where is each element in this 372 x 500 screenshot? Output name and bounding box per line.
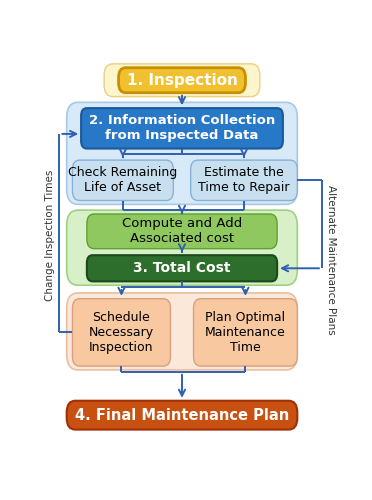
- Text: Alternate Maintenance Plans: Alternate Maintenance Plans: [326, 186, 336, 335]
- FancyBboxPatch shape: [87, 255, 277, 281]
- FancyBboxPatch shape: [67, 400, 297, 430]
- Text: 2. Information Collection
from Inspected Data: 2. Information Collection from Inspected…: [89, 114, 275, 142]
- FancyBboxPatch shape: [67, 293, 297, 370]
- Text: 1. Inspection: 1. Inspection: [126, 72, 237, 88]
- Text: Compute and Add
Associated cost: Compute and Add Associated cost: [122, 218, 242, 246]
- Text: 4. Final Maintenance Plan: 4. Final Maintenance Plan: [75, 408, 289, 422]
- FancyBboxPatch shape: [73, 160, 173, 200]
- FancyBboxPatch shape: [104, 64, 260, 96]
- FancyBboxPatch shape: [67, 210, 297, 285]
- FancyBboxPatch shape: [67, 102, 297, 204]
- FancyBboxPatch shape: [119, 68, 246, 92]
- FancyBboxPatch shape: [73, 298, 170, 366]
- FancyBboxPatch shape: [81, 108, 283, 148]
- Text: Plan Optimal
Maintenance
Time: Plan Optimal Maintenance Time: [205, 311, 286, 354]
- FancyBboxPatch shape: [193, 298, 297, 366]
- FancyBboxPatch shape: [191, 160, 297, 200]
- Text: Change Inspection Times: Change Inspection Times: [45, 170, 55, 301]
- FancyBboxPatch shape: [87, 214, 277, 248]
- Text: Estimate the
Time to Repair: Estimate the Time to Repair: [198, 166, 290, 194]
- Text: Schedule
Necessary
Inspection: Schedule Necessary Inspection: [89, 311, 154, 354]
- Text: 3. Total Cost: 3. Total Cost: [133, 262, 231, 276]
- Text: Check Remaining
Life of Asset: Check Remaining Life of Asset: [68, 166, 177, 194]
